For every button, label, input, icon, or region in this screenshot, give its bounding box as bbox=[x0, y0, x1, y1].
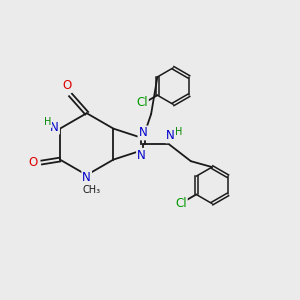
Text: N: N bbox=[137, 149, 146, 162]
Text: O: O bbox=[28, 156, 38, 169]
Text: Cl: Cl bbox=[175, 197, 187, 210]
Text: O: O bbox=[62, 79, 72, 92]
Text: H: H bbox=[176, 127, 183, 137]
Text: H: H bbox=[44, 117, 51, 127]
Text: Cl: Cl bbox=[136, 96, 148, 109]
Text: N: N bbox=[50, 121, 59, 134]
Text: N: N bbox=[139, 126, 147, 140]
Text: N: N bbox=[166, 129, 175, 142]
Text: CH₃: CH₃ bbox=[83, 185, 101, 195]
Text: N: N bbox=[82, 171, 91, 184]
